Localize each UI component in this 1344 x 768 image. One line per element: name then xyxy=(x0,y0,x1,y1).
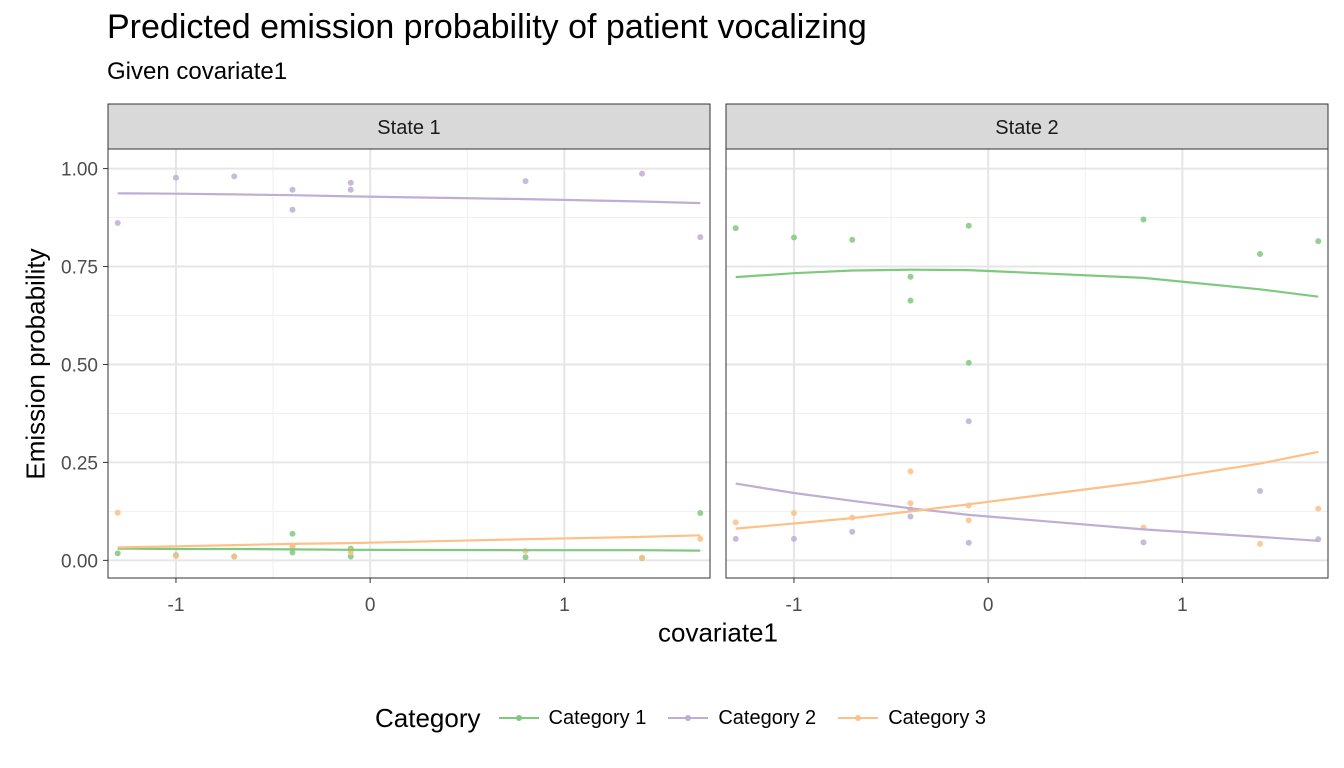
y-tick-label: 0.75 xyxy=(61,258,98,279)
data-point-category-2 xyxy=(965,418,972,425)
data-point-category-2 xyxy=(639,170,646,177)
data-point-category-1 xyxy=(697,509,704,516)
legend-label: Category 2 xyxy=(718,706,817,729)
data-point-category-2 xyxy=(231,173,238,180)
data-point-category-3 xyxy=(231,553,238,560)
y-tick-label: 0.00 xyxy=(61,551,98,572)
data-point-category-2 xyxy=(907,513,914,520)
data-point-category-2 xyxy=(289,186,296,193)
data-point-category-1 xyxy=(732,225,739,232)
x-tick-label: 1 xyxy=(559,595,570,616)
y-tick-label: 1.00 xyxy=(61,160,98,181)
data-point-category-2 xyxy=(347,186,354,193)
data-point-category-1 xyxy=(1140,216,1147,223)
legend-title: Category xyxy=(375,702,481,733)
data-point-category-2 xyxy=(965,539,972,546)
data-point-category-3 xyxy=(697,535,704,542)
data-point-category-3 xyxy=(732,519,739,526)
panel-border xyxy=(107,148,711,579)
data-point-category-2 xyxy=(289,206,296,213)
data-point-category-2 xyxy=(522,178,529,185)
data-point-category-2 xyxy=(172,174,179,181)
data-point-category-2 xyxy=(1140,539,1147,546)
chart-subtitle: Given covariate1 xyxy=(107,58,288,85)
data-point-category-1 xyxy=(849,236,856,243)
data-point-category-1 xyxy=(1257,250,1264,257)
facet-label: State 2 xyxy=(995,117,1058,139)
data-point-category-2 xyxy=(849,528,856,535)
y-tick-label: 0.50 xyxy=(61,355,98,376)
data-point-category-2 xyxy=(1257,488,1264,495)
data-point-category-3 xyxy=(1315,505,1322,512)
series-line-category-2 xyxy=(117,192,701,205)
data-point-category-2 xyxy=(697,234,704,241)
data-point-category-3 xyxy=(114,509,121,516)
data-point-category-1 xyxy=(289,549,296,556)
data-point-category-3 xyxy=(790,509,797,516)
data-point-category-3 xyxy=(965,517,972,524)
data-point-category-1 xyxy=(907,297,914,304)
data-point-category-3 xyxy=(172,553,179,560)
series-line-category-3 xyxy=(735,450,1319,530)
legend: Category Category 1 Category 2 Category … xyxy=(375,700,1006,736)
data-point-category-1 xyxy=(1315,238,1322,245)
y-axis-label: Emission probability xyxy=(20,248,51,480)
x-tick-label: 1 xyxy=(1177,595,1188,616)
data-point-category-2 xyxy=(790,535,797,542)
legend-key-category-1 xyxy=(497,708,541,728)
y-tick-label: 0.25 xyxy=(61,453,98,474)
data-point-category-1 xyxy=(965,222,972,229)
data-point-category-1 xyxy=(907,273,914,280)
data-point-category-3 xyxy=(639,554,646,561)
data-point-category-2 xyxy=(114,220,121,227)
x-tick-label: 0 xyxy=(983,595,994,616)
series-line-category-1 xyxy=(117,547,701,552)
x-tick-label: -1 xyxy=(168,595,185,616)
series-line-category-3 xyxy=(117,534,701,549)
data-point-category-3 xyxy=(907,468,914,475)
chart-title: Predicted emission probability of patien… xyxy=(107,8,867,46)
legend-key-category-3 xyxy=(836,708,880,728)
legend-item-category-3: Category 3 xyxy=(836,707,986,730)
facet-label: State 1 xyxy=(377,117,440,139)
data-point-category-3 xyxy=(907,500,914,507)
data-point-category-1 xyxy=(289,530,296,537)
legend-item-category-2: Category 2 xyxy=(666,707,816,730)
series-line-category-2 xyxy=(735,482,1319,542)
legend-item-category-1: Category 1 xyxy=(497,706,647,730)
x-tick-label: 0 xyxy=(365,595,376,616)
series-line-category-1 xyxy=(735,268,1319,298)
x-tick-label: -1 xyxy=(786,595,803,616)
data-point-category-1 xyxy=(790,234,797,241)
panel-border xyxy=(725,148,1329,579)
data-point-category-1 xyxy=(114,550,121,557)
facet-strip xyxy=(725,103,1329,150)
legend-label: Category 1 xyxy=(548,706,647,729)
data-point-category-1 xyxy=(965,359,972,366)
legend-label: Category 3 xyxy=(888,706,987,729)
data-point-category-2 xyxy=(347,179,354,186)
x-axis-label: covariate1 xyxy=(658,617,778,648)
data-point-category-1 xyxy=(522,554,529,561)
data-point-category-3 xyxy=(1257,540,1264,547)
data-point-category-2 xyxy=(732,535,739,542)
data-point-category-3 xyxy=(347,549,354,556)
legend-key-category-2 xyxy=(666,708,710,728)
